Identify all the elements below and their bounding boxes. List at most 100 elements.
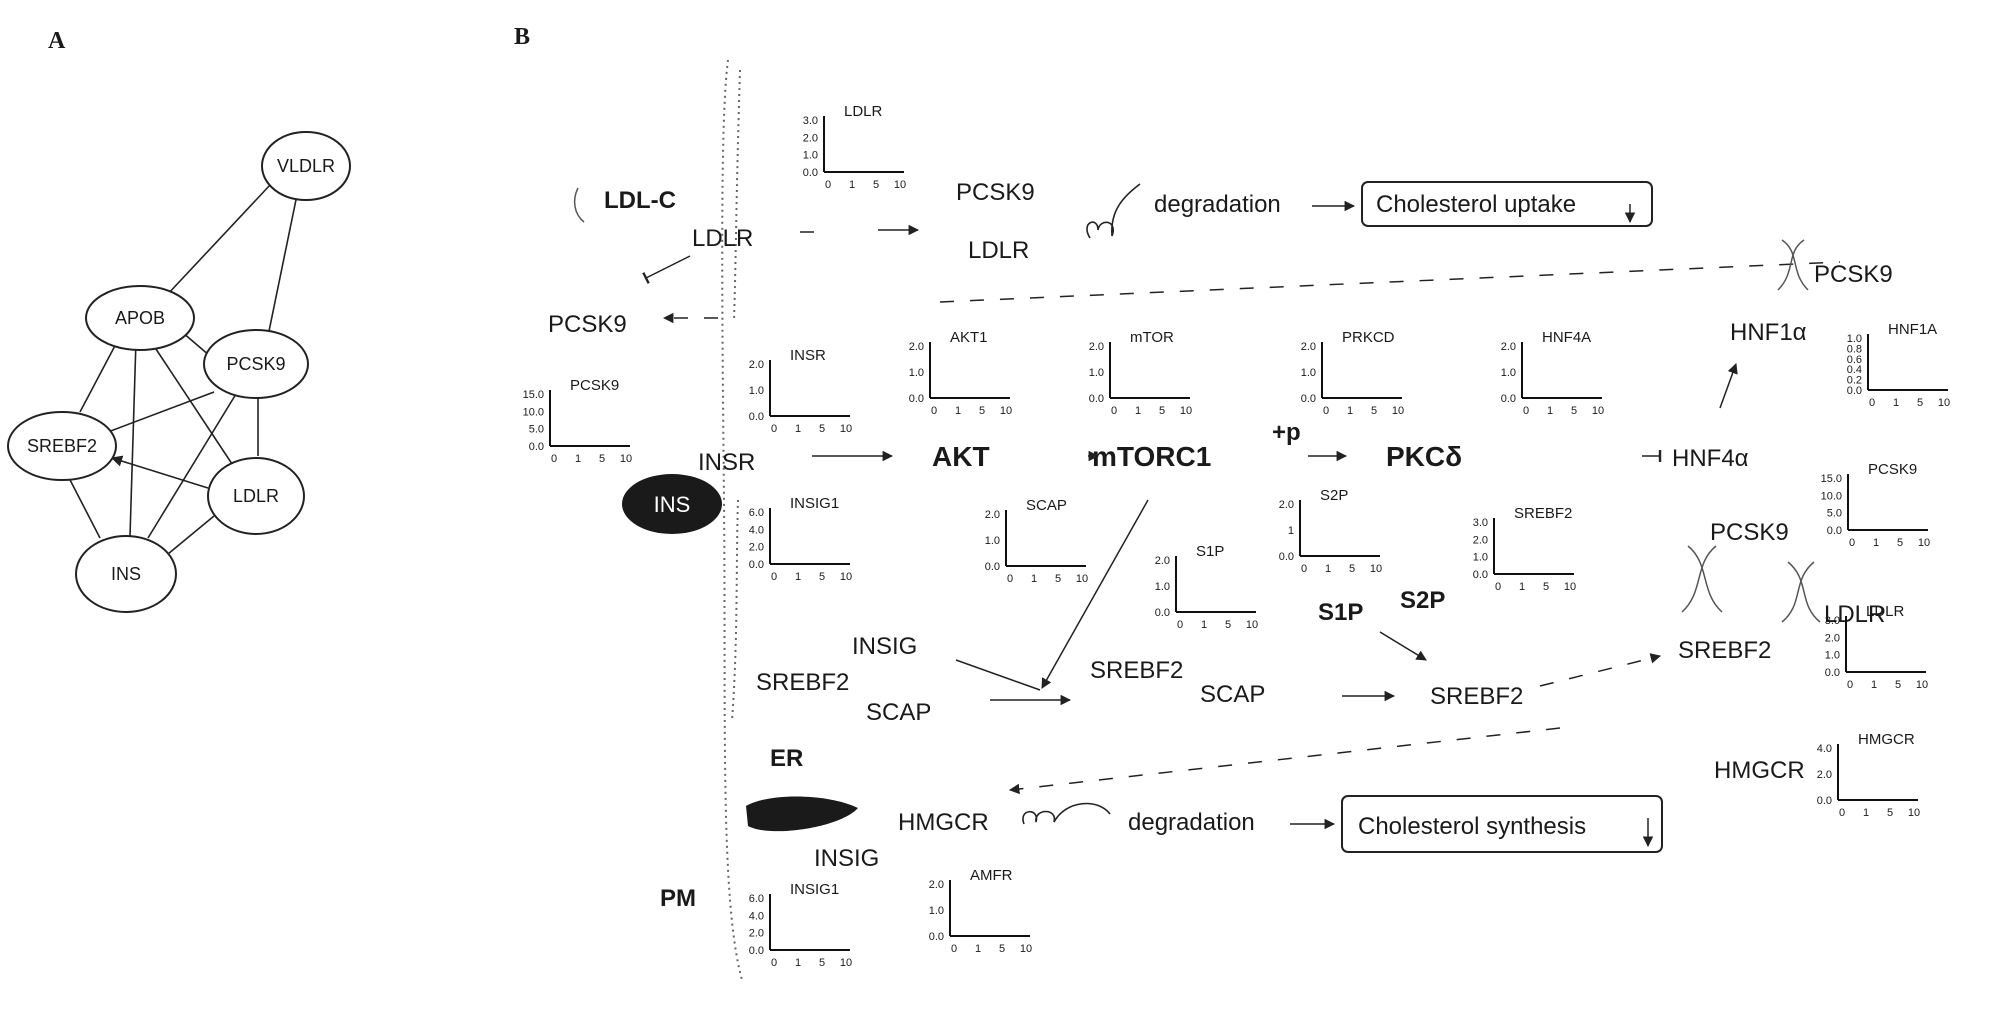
minichart-y-tick: 0.0 (985, 561, 1000, 573)
minichart-y-tick: 0.0 (1301, 393, 1316, 405)
minichart-y-tick: 2.0 (1279, 499, 1294, 511)
minichart-x-tick: 10 (1370, 563, 1382, 575)
edge-srebf2-ins (67, 475, 101, 539)
minichart-y-tick: 0.4 (1847, 364, 1862, 376)
degradation-bottom-label: degradation (1128, 809, 1255, 836)
minichart-hnf4a: HNF4A 2.0 1.0 0.0 0 1 5 10 (1501, 329, 1604, 417)
minichart-y-tick: 1.0 (1501, 367, 1516, 379)
minichart-x-tick: 1 (955, 405, 961, 417)
minichart-x-tick: 0 (931, 405, 937, 417)
minichart-y-tick: 1.0 (985, 535, 1000, 547)
minichart-y-tick: 5.0 (1827, 508, 1842, 520)
degradation-coil-top (1086, 183, 1141, 239)
pcsk9-complex-label: PCSK9 (956, 179, 1035, 206)
svg-text:LDLR: LDLR (233, 486, 279, 506)
inhibit-pcsk9-ldlr (642, 255, 691, 284)
minichart-y-tick: 2.0 (929, 879, 944, 891)
minichart-x-tick: 1 (1893, 397, 1899, 409)
pm-label: PM (660, 885, 696, 912)
minichart-x-tick: 10 (1918, 537, 1930, 549)
plasma-membrane (721, 59, 743, 981)
minichart-x-tick: 0 (1849, 537, 1855, 549)
edge-apob-ins (129, 339, 137, 537)
er-membrane (731, 499, 739, 721)
node-ins: INS (75, 535, 177, 613)
degradation-coil-bottom (1022, 802, 1111, 825)
minichart-y-tick: 1.0 (929, 905, 944, 917)
minichart-title: INSIG1 (790, 495, 839, 512)
ldlr-gene-label: LDLR (1824, 601, 1885, 628)
minichart-y-tick: 0.0 (1817, 795, 1832, 807)
svg-text:PCSK9: PCSK9 (226, 354, 285, 374)
minichart-y-tick: 1.0 (909, 367, 924, 379)
minichart-y-tick: 4.0 (1817, 743, 1832, 755)
minichart-y-tick: 1.0 (1089, 367, 1104, 379)
minichart-y-tick: 2.0 (909, 341, 924, 353)
minichart-x-tick: 1 (1873, 537, 1879, 549)
minichart-x-tick: 5 (1349, 563, 1355, 575)
minichart-x-tick: 10 (1392, 405, 1404, 417)
minichart-pcsk9: PCSK9 15.0 10.0 5.0 0.0 0 1 5 10 (523, 377, 633, 465)
minichart-y-tick: 1.0 (1301, 367, 1316, 379)
cholesterol-synthesis-box (1341, 795, 1663, 853)
minichart-x-tick: 0 (1111, 405, 1117, 417)
minichart-title: mTOR (1130, 329, 1174, 346)
minichart-y-tick: 2.0 (1155, 555, 1170, 567)
minichart-x-tick: 5 (873, 179, 879, 191)
minichart-y-tick: 2.0 (749, 928, 764, 940)
minichart-y-tick: 2.0 (749, 542, 764, 554)
minichart-x-tick: 10 (1908, 807, 1920, 819)
hnf4a-label: HNF4α (1672, 445, 1749, 472)
minichart-x-tick: 0 (771, 571, 777, 583)
minichart-x-tick: 1 (1347, 405, 1353, 417)
hmgcr-label: HMGCR (898, 809, 989, 836)
hmgcr-gene-label: HMGCR (1714, 757, 1805, 784)
minichart-title: INSR (790, 347, 826, 364)
minichart-x-tick: 0 (951, 943, 957, 955)
minichart-x-tick: 0 (1523, 405, 1529, 417)
minichart-y-tick: 3.0 (803, 115, 818, 127)
minichart-y-tick: 4.0 (749, 910, 764, 922)
edge-ldlr-ins (167, 515, 215, 555)
minichart-x-tick: 5 (1055, 573, 1061, 585)
insr-label: INSR (698, 449, 755, 476)
arrow-mtorc1-srebf2 (1041, 499, 1149, 689)
minichart-x-tick: 10 (894, 179, 906, 191)
minichart-x-tick: 0 (771, 423, 777, 435)
minichart-y-tick: 4.0 (749, 524, 764, 536)
pcsk9-gene-mid-label: PCSK9 (1710, 519, 1789, 546)
insig-release (955, 659, 1041, 691)
minichart-x-tick: 5 (819, 957, 825, 969)
minichart-y-tick: 0.0 (749, 411, 764, 423)
minichart-y-tick: 2.0 (803, 132, 818, 144)
minichart-x-tick: 1 (795, 571, 801, 583)
minichart-x-tick: 5 (1917, 397, 1923, 409)
minichart-x-tick: 1 (575, 453, 581, 465)
arrow-hmgcr-feedback (1008, 727, 1561, 795)
minichart-x-tick: 10 (1938, 397, 1950, 409)
svg-text:INS: INS (654, 492, 691, 517)
edge-ldlr-srebf2 (110, 455, 209, 489)
minichart-x-tick: 5 (1571, 405, 1577, 417)
minichart-x-tick: 1 (795, 957, 801, 969)
minichart-x-tick: 1 (849, 179, 855, 191)
minichart-y-tick: 3.0 (1473, 517, 1488, 529)
minichart-x-tick: 1 (1547, 405, 1553, 417)
minichart-y-tick: 0.0 (749, 945, 764, 957)
minichart-x-tick: 5 (1371, 405, 1377, 417)
cholesterol-uptake-box (1361, 181, 1653, 227)
hnf1a-label: HNF1α (1730, 319, 1807, 346)
edge-apob-ldlr (149, 339, 241, 477)
plus-p-label: +p (1272, 419, 1301, 446)
minichart-y-tick: 0.0 (1089, 393, 1104, 405)
minichart-title: LDLR (844, 103, 883, 120)
minichart-y-tick: 0.0 (803, 167, 818, 179)
minichart-title: INSIG1 (790, 881, 839, 898)
arrow-srebf2-nucleus (1539, 653, 1662, 687)
minichart-x-tick: 10 (1592, 405, 1604, 417)
akt-label: AKT (932, 441, 990, 472)
s2p-label: S2P (1400, 587, 1445, 614)
minichart-title: AMFR (970, 867, 1013, 884)
minichart-x-tick: 10 (620, 453, 632, 465)
